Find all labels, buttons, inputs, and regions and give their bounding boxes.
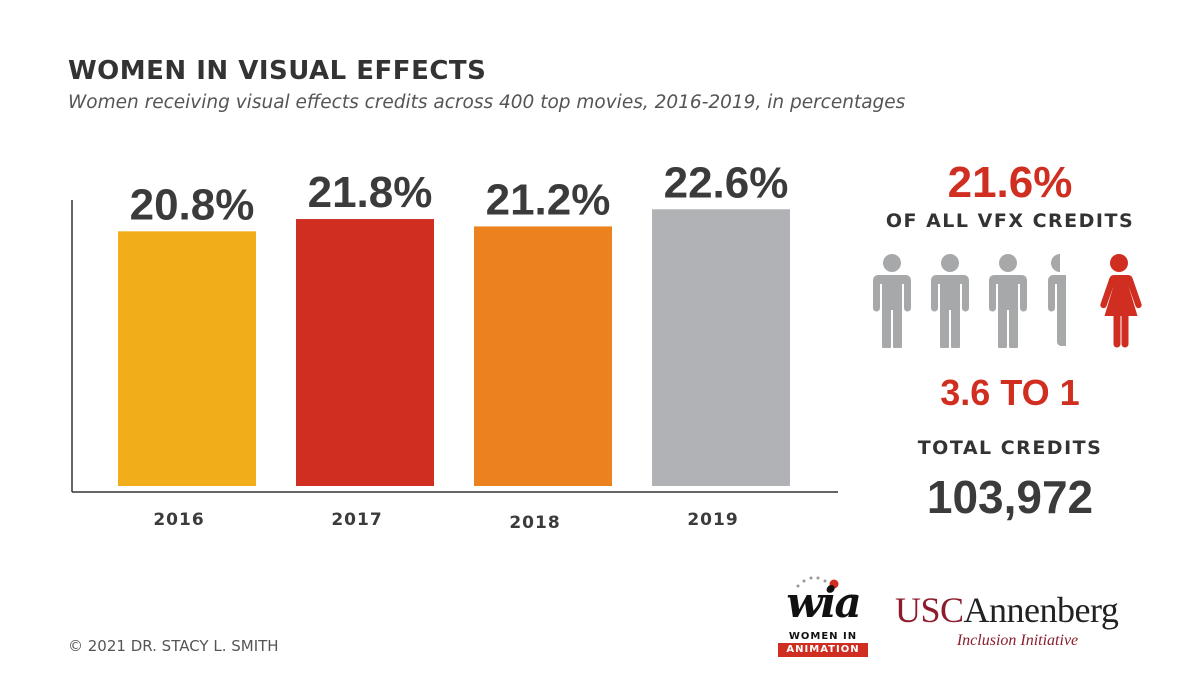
x-tick-label-2016: 2016 [153,510,204,530]
bar-2017 [296,219,434,486]
x-tick-label-2018: 2018 [509,513,560,533]
total-credits-value: 103,972 [926,471,1094,523]
wia-logo-dots [796,576,839,589]
copyright-notice: © 2021 DR. STACY L. SMITH [68,637,279,655]
bar-value-label-2018: 21.2% [486,175,611,224]
wia-logo-text: WOMEN IN ANIMATION [778,630,868,657]
bar-2019 [652,209,790,486]
usc-annenberg-logo: USCAnnenberg Inclusion Initiative [895,590,1140,650]
wia-logo: wia WOMEN IN ANIMATION [776,576,870,660]
partial-male-figure-icon [1048,254,1066,346]
wia-logo-word: wia [786,578,861,627]
overall-caption: OF ALL VFX CREDITS [885,210,1135,232]
total-credits-caption: TOTAL CREDITS [917,437,1103,459]
male-figure-icon [989,254,1027,348]
usc-logo-subtitle: Inclusion Initiative [956,632,1079,649]
ratio-text: 3.6 TO 1 [940,372,1080,413]
male-figure-icon [873,254,911,348]
bar-value-label-2019: 22.6% [664,158,789,207]
x-tick-label-2017: 2017 [331,510,382,530]
x-tick-label-2019: 2019 [687,510,738,530]
overall-percentage: 21.6% [947,158,1073,207]
ratio-icons [868,253,1148,353]
usc-wordmark-usc: USC [895,590,964,630]
chart-subtitle: Women receiving visual effects credits a… [68,92,906,113]
bar-2016 [118,231,256,486]
bar-value-label-2016: 20.8% [130,180,255,229]
female-figure-icon [1100,254,1142,348]
male-figure-icon [931,254,969,348]
bar-chart: 20.8% 2016 21.8% 2017 21.2% 2018 22.6% 2019 [71,158,838,533]
bar-value-label-2017: 21.8% [308,168,433,217]
bar-2018 [474,226,612,487]
usc-annenberg-wordmark: USCAnnenberg [895,590,1140,630]
chart-title: WOMEN IN VISUAL EFFECTS [68,56,487,86]
wia-logo-line1: WOMEN IN [788,631,858,642]
wia-logo-line2: ANIMATION [778,643,868,657]
usc-wordmark-annenberg: Annenberg [963,590,1119,630]
